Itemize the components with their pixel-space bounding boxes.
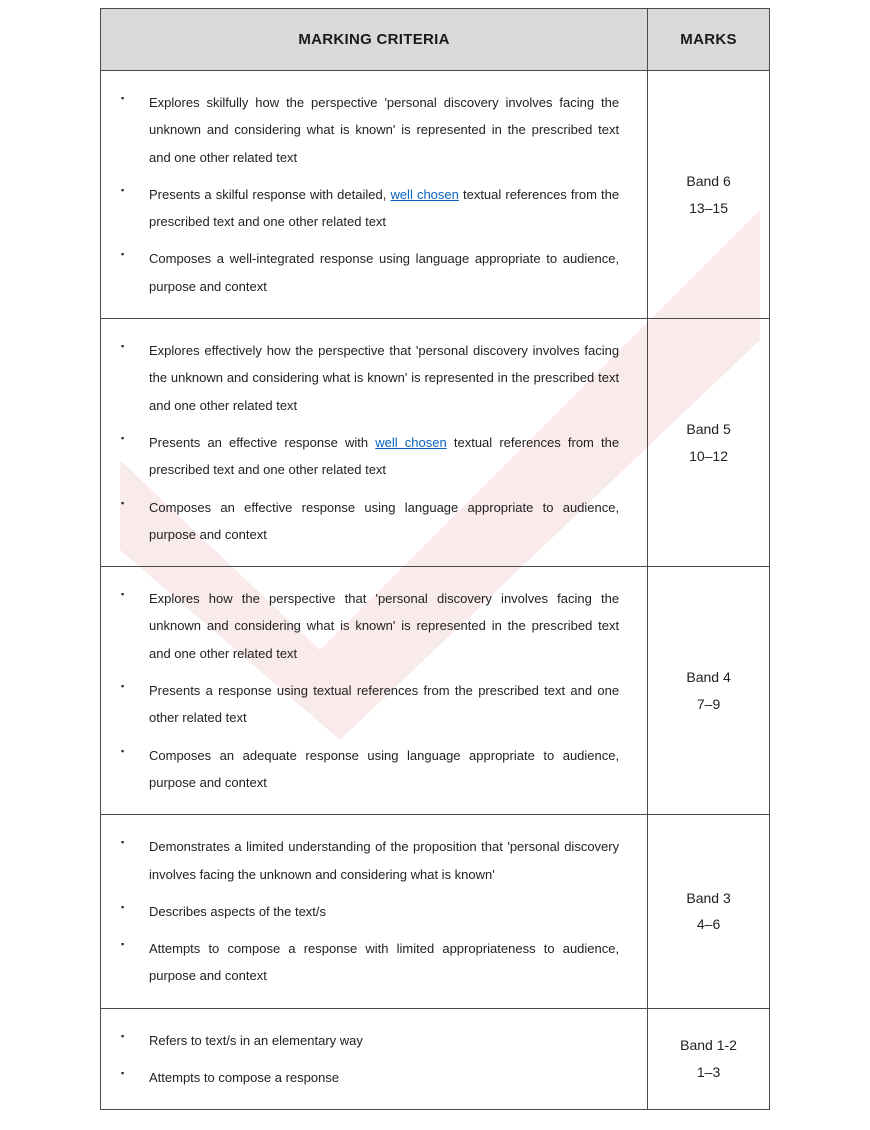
criteria-cell: Demonstrates a limited understanding of … xyxy=(101,815,648,1008)
header-marks: MARKS xyxy=(648,9,770,71)
header-criteria: MARKING CRITERIA xyxy=(101,9,648,71)
criteria-bullet: Composes an adequate response using lang… xyxy=(115,742,619,797)
marks-cell: Band 34–6 xyxy=(648,815,770,1008)
criteria-list: Explores effectively how the perspective… xyxy=(115,337,619,548)
mark-range: 1–3 xyxy=(652,1059,765,1086)
band-label: Band 6 xyxy=(652,168,765,195)
criteria-cell: Explores effectively how the perspective… xyxy=(101,319,648,567)
criteria-cell: Explores how the perspective that 'perso… xyxy=(101,567,648,815)
criteria-bullet: Attempts to compose a response xyxy=(115,1064,619,1091)
mark-range: 13–15 xyxy=(652,195,765,222)
criteria-bullet: Explores skilfully how the perspective '… xyxy=(115,89,619,171)
criteria-list: Explores how the perspective that 'perso… xyxy=(115,585,619,796)
marks-cell: Band 613–15 xyxy=(648,71,770,319)
header-row: MARKING CRITERIA MARKS xyxy=(101,9,770,71)
criteria-bullet: Describes aspects of the text/s xyxy=(115,898,619,925)
marks-cell: Band 510–12 xyxy=(648,319,770,567)
rubric-table: MARKING CRITERIA MARKS Explores skilfull… xyxy=(100,8,770,1110)
mark-range: 7–9 xyxy=(652,691,765,718)
criteria-cell: Refers to text/s in an elementary way Att… xyxy=(101,1008,648,1110)
page: MARKING CRITERIA MARKS Explores skilfull… xyxy=(0,0,870,1130)
mark-range: 10–12 xyxy=(652,443,765,470)
table-row: Demonstrates a limited understanding of … xyxy=(101,815,770,1008)
well-chosen-text: well chosen xyxy=(390,187,458,202)
mark-range: 4–6 xyxy=(652,911,765,938)
band-label: Band 3 xyxy=(652,885,765,912)
criteria-bullet: Composes an effective response using lan… xyxy=(115,494,619,549)
criteria-bullet: Presents an effective response with well… xyxy=(115,429,619,484)
bullet-text-pre: Presents an effective response with xyxy=(149,435,375,450)
band-label: Band 4 xyxy=(652,664,765,691)
criteria-bullet: Demonstrates a limited understanding of … xyxy=(115,833,619,888)
criteria-bullet: Presents a response using textual refere… xyxy=(115,677,619,732)
well-chosen-text: well chosen xyxy=(375,435,446,450)
marks-cell: Band 1-21–3 xyxy=(648,1008,770,1110)
band-label: Band 5 xyxy=(652,416,765,443)
criteria-cell: Explores skilfully how the perspective '… xyxy=(101,71,648,319)
criteria-list: Explores skilfully how the perspective '… xyxy=(115,89,619,300)
criteria-bullet: Explores how the perspective that 'perso… xyxy=(115,585,619,667)
marks-cell: Band 47–9 xyxy=(648,567,770,815)
table-row: Explores how the perspective that 'perso… xyxy=(101,567,770,815)
table-row: Explores effectively how the perspective… xyxy=(101,319,770,567)
criteria-bullet: Composes a well-integrated response usin… xyxy=(115,245,619,300)
criteria-bullet: Explores effectively how the perspective… xyxy=(115,337,619,419)
table-row: Refers to text/s in an elementary way Att… xyxy=(101,1008,770,1110)
table-row: Explores skilfully how the perspective '… xyxy=(101,71,770,319)
bullet-text-pre: Presents a skilful response with detaile… xyxy=(149,187,390,202)
band-label: Band 1-2 xyxy=(652,1032,765,1059)
criteria-bullet: Refers to text/s in an elementary way xyxy=(115,1027,619,1054)
criteria-list: Demonstrates a limited understanding of … xyxy=(115,833,619,989)
criteria-bullet: Attempts to compose a response with limi… xyxy=(115,935,619,990)
criteria-list: Refers to text/s in an elementary way Att… xyxy=(115,1027,619,1092)
criteria-bullet: Presents a skilful response with detaile… xyxy=(115,181,619,236)
